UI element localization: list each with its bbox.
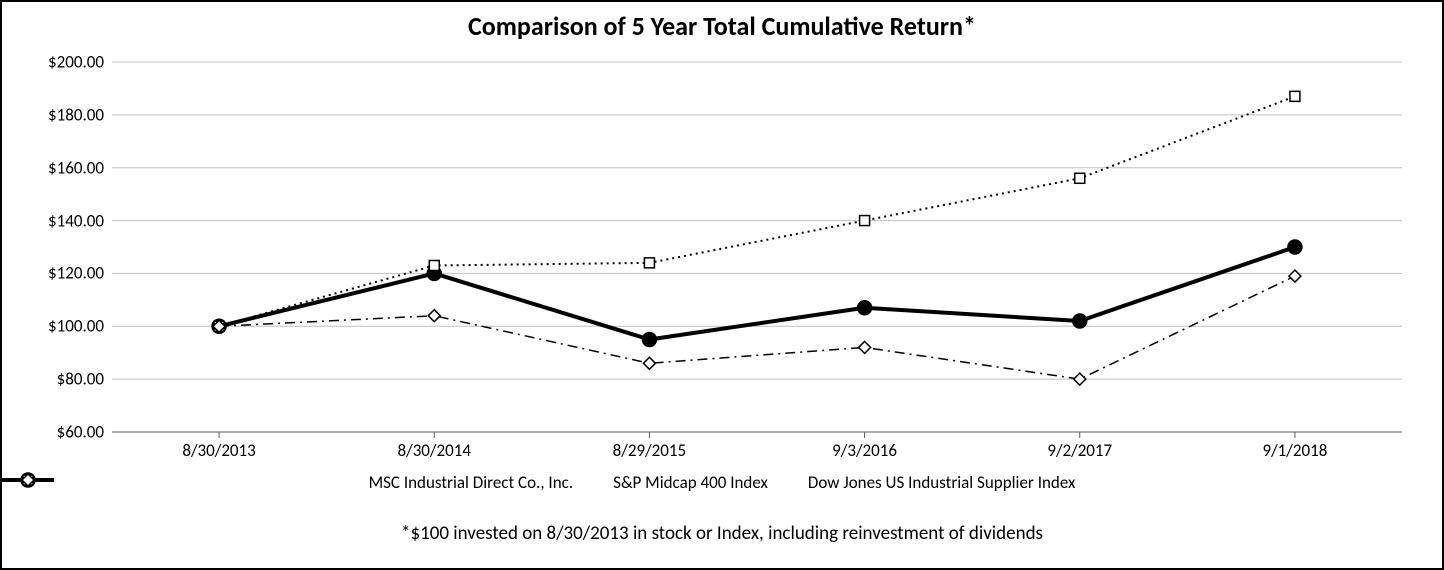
y-tick-label: $200.00: [48, 52, 104, 73]
y-tick-label: $160.00: [48, 157, 104, 178]
legend-label: S&P Midcap 400 Index: [613, 472, 768, 493]
legend-swatch-icon: [2, 472, 54, 488]
y-tick-label: $80.00: [57, 369, 104, 390]
x-tick-label: 8/29/2015: [613, 440, 686, 461]
x-tick-label: 9/3/2016: [832, 440, 897, 461]
y-tick-label: $180.00: [48, 104, 104, 125]
legend-item-sp400: S&P Midcap 400 Index: [613, 472, 768, 493]
chart-frame: Comparison of 5 Year Total Cumulative Re…: [0, 0, 1444, 570]
y-tick-label: $60.00: [57, 422, 104, 443]
legend-label: MSC Industrial Direct Co., Inc.: [369, 472, 574, 493]
y-tick-label: $140.00: [48, 210, 104, 231]
x-tick-label: 9/1/2018: [1263, 440, 1328, 461]
y-tick-label: $120.00: [48, 263, 104, 284]
x-tick-label: 8/30/2013: [182, 440, 255, 461]
legend-item-djusis: Dow Jones US Industrial Supplier Index: [808, 472, 1075, 493]
chart-footnote: *$100 invested on 8/30/2013 in stock or …: [2, 522, 1442, 545]
legend-item-msc: MSC Industrial Direct Co., Inc.: [369, 472, 574, 493]
plot-area: $60.00$80.00$100.00$120.00$140.00$160.00…: [112, 62, 1402, 432]
x-tick-label: 8/30/2014: [398, 440, 471, 461]
chart-title: Comparison of 5 Year Total Cumulative Re…: [2, 10, 1442, 42]
x-tick-label: 9/2/2017: [1047, 440, 1112, 461]
y-tick-label: $100.00: [48, 316, 104, 337]
legend: MSC Industrial Direct Co., Inc. S&P Midca…: [2, 472, 1442, 493]
legend-label: Dow Jones US Industrial Supplier Index: [808, 472, 1075, 493]
